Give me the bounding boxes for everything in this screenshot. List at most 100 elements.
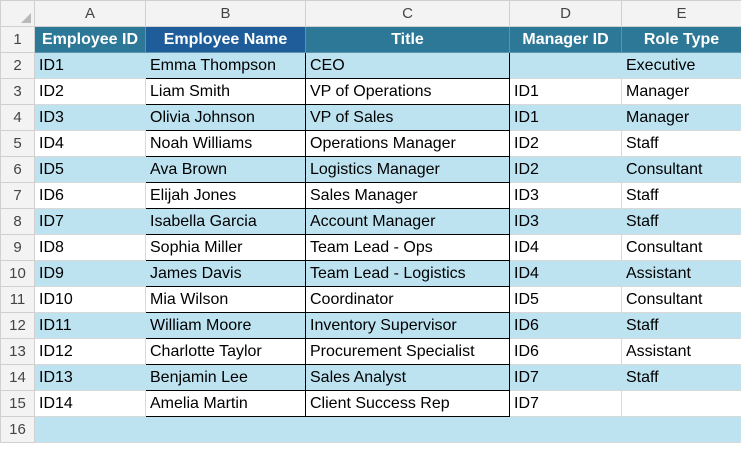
cell-manager-id[interactable]: ID2	[509, 130, 622, 157]
cell-empty[interactable]	[34, 416, 146, 443]
cell-empty[interactable]	[509, 416, 622, 443]
cell-title[interactable]: Account Manager	[305, 208, 510, 235]
header-employee-id[interactable]: Employee ID	[34, 26, 146, 53]
cell-employee-name[interactable]: William Moore	[145, 312, 306, 339]
cell-role-type[interactable]: Assistant	[621, 260, 741, 287]
cell-employee-name[interactable]: James Davis	[145, 260, 306, 287]
cell-title[interactable]: Operations Manager	[305, 130, 510, 157]
cell-role-type[interactable]: Manager	[621, 104, 741, 131]
row-header[interactable]: 2	[0, 52, 35, 79]
cell-employee-name[interactable]: Mia Wilson	[145, 286, 306, 313]
cell-manager-id[interactable]: ID7	[509, 390, 622, 417]
cell-employee-name[interactable]: Noah Williams	[145, 130, 306, 157]
cell-employee-id[interactable]: ID6	[34, 182, 146, 209]
cell-title[interactable]: Sales Analyst	[305, 364, 510, 391]
column-header-d[interactable]: D	[509, 0, 622, 27]
cell-role-type[interactable]: Staff	[621, 182, 741, 209]
cell-employee-id[interactable]: ID1	[34, 52, 146, 79]
cell-empty[interactable]	[621, 416, 741, 443]
cell-manager-id[interactable]: ID1	[509, 78, 622, 105]
cell-title[interactable]: Client Success Rep	[305, 390, 510, 417]
cell-manager-id[interactable]: ID6	[509, 312, 622, 339]
row-header[interactable]: 9	[0, 234, 35, 261]
cell-employee-name[interactable]: Isabella Garcia	[145, 208, 306, 235]
cell-manager-id[interactable]: ID4	[509, 234, 622, 261]
cell-title[interactable]: Sales Manager	[305, 182, 510, 209]
cell-role-type[interactable]: Executive	[621, 52, 741, 79]
cell-manager-id[interactable]: ID5	[509, 286, 622, 313]
row-header[interactable]: 16	[0, 416, 35, 443]
cell-role-type[interactable]: Consultant	[621, 286, 741, 313]
cell-manager-id[interactable]	[509, 52, 622, 79]
row-header[interactable]: 14	[0, 364, 35, 391]
cell-employee-id[interactable]: ID10	[34, 286, 146, 313]
row-header[interactable]: 3	[0, 78, 35, 105]
select-all-corner[interactable]	[0, 0, 35, 27]
cell-employee-id[interactable]: ID3	[34, 104, 146, 131]
cell-employee-name[interactable]: Ava Brown	[145, 156, 306, 183]
column-header-b[interactable]: B	[145, 0, 306, 27]
cell-manager-id[interactable]: ID4	[509, 260, 622, 287]
cell-role-type[interactable]: Staff	[621, 130, 741, 157]
cell-title[interactable]: Team Lead - Ops	[305, 234, 510, 261]
cell-role-type[interactable]: Consultant	[621, 156, 741, 183]
cell-employee-name[interactable]: Elijah Jones	[145, 182, 306, 209]
cell-role-type[interactable]: Manager	[621, 78, 741, 105]
cell-manager-id[interactable]: ID3	[509, 208, 622, 235]
row-header[interactable]: 5	[0, 130, 35, 157]
cell-manager-id[interactable]: ID6	[509, 338, 622, 365]
cell-employee-id[interactable]: ID8	[34, 234, 146, 261]
cell-employee-id[interactable]: ID11	[34, 312, 146, 339]
cell-title[interactable]: Procurement Specialist	[305, 338, 510, 365]
column-header-a[interactable]: A	[34, 0, 146, 27]
cell-employee-id[interactable]: ID12	[34, 338, 146, 365]
cell-role-type[interactable]: Staff	[621, 312, 741, 339]
cell-manager-id[interactable]: ID2	[509, 156, 622, 183]
cell-title[interactable]: Team Lead - Logistics	[305, 260, 510, 287]
cell-employee-id[interactable]: ID13	[34, 364, 146, 391]
cell-manager-id[interactable]: ID3	[509, 182, 622, 209]
cell-employee-name[interactable]: Olivia Johnson	[145, 104, 306, 131]
cell-employee-id[interactable]: ID4	[34, 130, 146, 157]
column-header-c[interactable]: C	[305, 0, 510, 27]
cell-employee-name[interactable]: Emma Thompson	[145, 52, 306, 79]
row-header[interactable]: 13	[0, 338, 35, 365]
cell-title[interactable]: Logistics Manager	[305, 156, 510, 183]
row-header[interactable]: 1	[0, 26, 35, 53]
cell-title[interactable]: VP of Operations	[305, 78, 510, 105]
row-header[interactable]: 12	[0, 312, 35, 339]
header-role-type[interactable]: Role Type	[621, 26, 741, 53]
row-header[interactable]: 6	[0, 156, 35, 183]
cell-employee-id[interactable]: ID7	[34, 208, 146, 235]
cell-role-type[interactable]	[621, 390, 741, 417]
header-title[interactable]: Title	[305, 26, 510, 53]
cell-employee-name[interactable]: Benjamin Lee	[145, 364, 306, 391]
row-header[interactable]: 15	[0, 390, 35, 417]
column-header-e[interactable]: E	[621, 0, 741, 27]
cell-employee-name[interactable]: Sophia Miller	[145, 234, 306, 261]
cell-empty[interactable]	[305, 416, 510, 443]
cell-title[interactable]: Coordinator	[305, 286, 510, 313]
cell-employee-name[interactable]: Charlotte Taylor	[145, 338, 306, 365]
cell-manager-id[interactable]: ID7	[509, 364, 622, 391]
cell-employee-id[interactable]: ID2	[34, 78, 146, 105]
header-employee-name[interactable]: Employee Name	[145, 26, 306, 53]
cell-role-type[interactable]: Consultant	[621, 234, 741, 261]
cell-title[interactable]: VP of Sales	[305, 104, 510, 131]
cell-employee-name[interactable]: Amelia Martin	[145, 390, 306, 417]
cell-role-type[interactable]: Staff	[621, 364, 741, 391]
row-header[interactable]: 8	[0, 208, 35, 235]
row-header[interactable]: 7	[0, 182, 35, 209]
cell-employee-id[interactable]: ID5	[34, 156, 146, 183]
cell-empty[interactable]	[145, 416, 306, 443]
row-header[interactable]: 10	[0, 260, 35, 287]
cell-employee-name[interactable]: Liam Smith	[145, 78, 306, 105]
cell-role-type[interactable]: Staff	[621, 208, 741, 235]
header-manager-id[interactable]: Manager ID	[509, 26, 622, 53]
cell-employee-id[interactable]: ID9	[34, 260, 146, 287]
cell-title[interactable]: Inventory Supervisor	[305, 312, 510, 339]
cell-role-type[interactable]: Assistant	[621, 338, 741, 365]
row-header[interactable]: 11	[0, 286, 35, 313]
cell-manager-id[interactable]: ID1	[509, 104, 622, 131]
row-header[interactable]: 4	[0, 104, 35, 131]
